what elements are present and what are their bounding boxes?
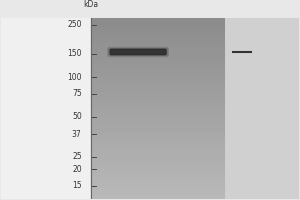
Text: 250: 250 — [67, 20, 82, 29]
FancyBboxPatch shape — [110, 49, 166, 55]
Text: 37: 37 — [72, 130, 82, 139]
Text: 150: 150 — [67, 49, 82, 58]
FancyBboxPatch shape — [108, 47, 168, 57]
Text: 50: 50 — [72, 112, 82, 121]
Text: 20: 20 — [72, 165, 82, 174]
Text: 100: 100 — [67, 73, 82, 82]
Bar — [224, 18, 298, 199]
Bar — [91, 18, 224, 199]
FancyBboxPatch shape — [108, 48, 168, 56]
Text: kDa: kDa — [83, 0, 98, 9]
Text: 15: 15 — [72, 181, 82, 190]
Text: 25: 25 — [72, 152, 82, 161]
Text: 75: 75 — [72, 89, 82, 98]
Bar — [2, 18, 91, 199]
